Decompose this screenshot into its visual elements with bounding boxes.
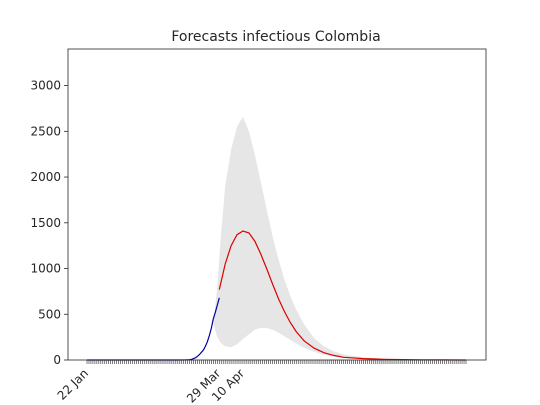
axes-frame	[67, 48, 487, 361]
y-tick-label: 1000	[30, 262, 61, 276]
y-tick-label: 2500	[30, 124, 61, 138]
y-tick-label: 3000	[30, 79, 61, 93]
y-tick-label: 0	[53, 353, 61, 367]
chart-title: Forecasts infectious Colombia	[171, 29, 380, 45]
y-tick-label: 1500	[30, 216, 61, 230]
y-tick-label: 2000	[30, 170, 61, 184]
y-tick-label: 500	[38, 307, 61, 321]
forecast-series-line	[218, 230, 467, 361]
forecast-confidence-band	[213, 116, 466, 360]
